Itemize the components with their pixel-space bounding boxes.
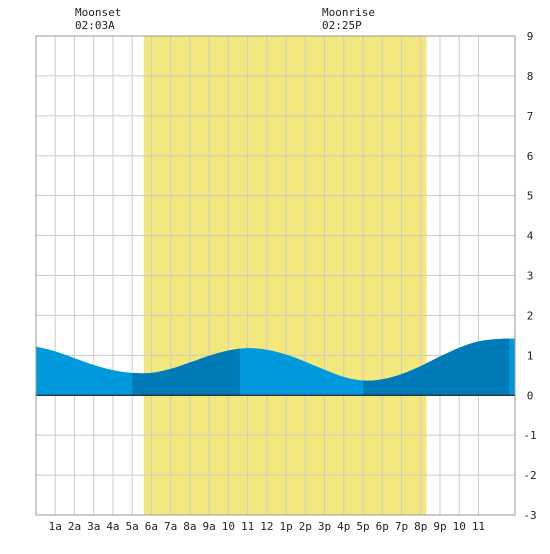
- y-tick-label-4: 1: [527, 349, 534, 362]
- x-tick-label-14: 3p: [318, 520, 331, 533]
- x-tick-label-6: 7a: [164, 520, 177, 533]
- x-tick-label-11: 12: [260, 520, 273, 533]
- x-tick-label-12: 1p: [279, 520, 292, 533]
- x-tick-label-16: 5p: [356, 520, 369, 533]
- y-tick-label-11: 8: [527, 70, 534, 83]
- x-tick-label-21: 10: [453, 520, 466, 533]
- x-tick-label-13: 2p: [299, 520, 312, 533]
- x-tick-label-3: 4a: [106, 520, 119, 533]
- x-tick-label-19: 8p: [414, 520, 427, 533]
- x-tick-label-7: 8a: [183, 520, 196, 533]
- y-tick-label-7: 4: [527, 230, 534, 243]
- y-tick-label-1: -2: [523, 469, 536, 482]
- y-tick-label-10: 7: [527, 110, 534, 123]
- y-tick-label-0: -3: [523, 509, 536, 522]
- y-tick-label-8: 5: [527, 190, 534, 203]
- y-tick-label-12: 9: [527, 30, 534, 43]
- grid-layer: [36, 35, 515, 516]
- x-tick-label-1: 2a: [68, 520, 81, 533]
- x-tick-label-2: 3a: [87, 520, 100, 533]
- x-tick-label-0: 1a: [49, 520, 62, 533]
- x-tick-labels: 1a 2a 3a 4a 5a 6a 7a 8a 9a 10 11 12 1p 2p 3p 4p 5p 6p 7p 8p…: [49, 520, 485, 533]
- x-tick-label-8: 9a: [203, 520, 216, 533]
- moonrise-time: 02:25P: [322, 19, 362, 32]
- x-tick-label-5: 6a: [145, 520, 158, 533]
- x-tick-label-10: 11: [241, 520, 254, 533]
- y-tick-label-3: 0: [527, 389, 534, 402]
- y-tick-labels: -3 -2 -1 0 1 2 3 4 5 6 7 8 9: [523, 30, 536, 522]
- x-tick-label-18: 7p: [395, 520, 408, 533]
- y-tick-label-6: 3: [527, 270, 534, 283]
- x-tick-label-22: 11: [472, 520, 485, 533]
- moonset-label: Moonset: [75, 6, 121, 19]
- y-tick-label-9: 6: [527, 150, 534, 163]
- x-tick-label-20: 9p: [433, 520, 446, 533]
- x-tick-label-9: 10: [222, 520, 235, 533]
- x-tick-label-4: 5a: [126, 520, 139, 533]
- moonset-time: 02:03A: [75, 19, 115, 32]
- plot-frame: [35, 35, 516, 516]
- y-tick-label-2: -1: [523, 429, 536, 442]
- moonrise-label: Moonrise: [322, 6, 375, 19]
- x-tick-label-15: 4p: [337, 520, 350, 533]
- x-tick-label-17: 6p: [376, 520, 389, 533]
- y-tick-label-5: 2: [527, 309, 534, 322]
